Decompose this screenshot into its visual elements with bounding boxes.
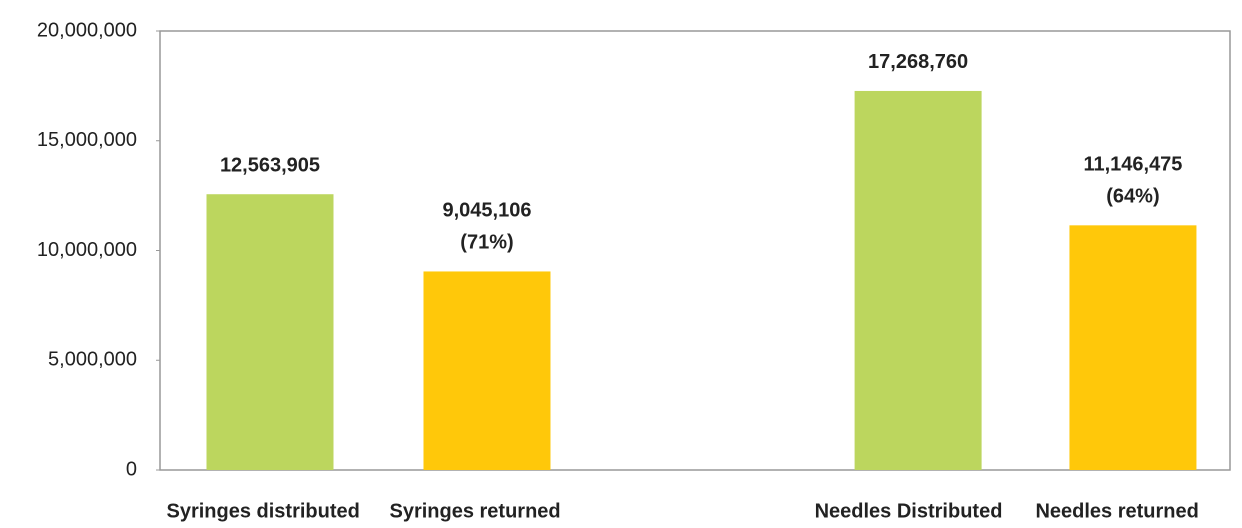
data-label: 17,268,760: [868, 51, 968, 73]
x-tick-label: Syringes distributed: [166, 500, 359, 522]
y-tick-label: 10,000,000: [37, 239, 137, 261]
y-tick-label: 15,000,000: [37, 129, 137, 151]
y-tick-label: 20,000,000: [37, 19, 137, 41]
x-tick-label: Needles returned: [1035, 500, 1198, 522]
y-tick-label: 5,000,000: [48, 349, 137, 371]
bar: [423, 271, 551, 470]
data-label: (64%): [1106, 186, 1159, 208]
data-label: 11,146,475: [1083, 154, 1182, 176]
bar: [206, 194, 334, 470]
x-tick-label: Needles Distributed: [815, 500, 1003, 522]
x-tick-label: Syringes returned: [389, 500, 560, 522]
data-label: 12,563,905: [220, 155, 320, 177]
data-label: (71%): [460, 232, 513, 254]
y-tick-label: 0: [126, 458, 137, 480]
bar: [1069, 225, 1197, 470]
bar: [854, 90, 982, 471]
data-label: 9,045,106: [442, 200, 531, 222]
